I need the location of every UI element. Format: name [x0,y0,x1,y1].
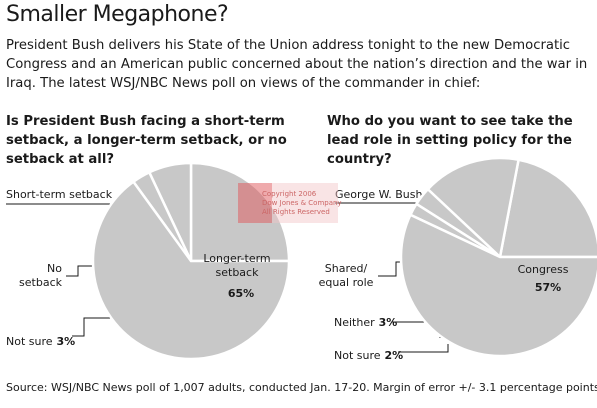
left-chart-question: Is President Bush facing a short-term se… [6,114,287,167]
source-note: Source: WSJ/NBC News poll of 1,007 adult… [6,381,597,394]
category-label-congress: Congress [518,263,569,276]
category-label-no-setback: No [47,262,62,275]
category-label-shared-equal-role: equal role [319,276,374,289]
category-label-george-w-bush: George W. Bush [335,188,422,201]
pie-slice-longer-term-setback [91,179,291,361]
leader-line-not-sure [72,317,112,337]
value-label-longer-term-setback: 65% [228,287,254,300]
value-label-not-sure: 3% [57,335,76,348]
watermark-box [238,183,272,223]
watermark-line-2: Dow Jones & Company [262,199,342,207]
right-chart-question: Who do you want to see take the lead rol… [327,114,573,167]
leader-line-no-setback [66,265,100,277]
page-title: Smaller Megaphone? [6,2,229,27]
pie-slice-george-w-bush [498,158,597,259]
pie-slice-shared-equal-role [426,156,521,260]
category-label-not-sure: Not sure [334,349,381,362]
leader-line-not-sure [398,344,449,353]
pie-chart-lead-role: 22%George W. Bush16%Shared/equal role3%N… [319,156,597,362]
category-label-longer-term-setback: setback [216,266,260,279]
category-label-short-term-setback: Short-term setback [6,188,113,201]
category-label-neither: Neither [334,316,375,329]
category-label-not-sure: Not sure [6,335,53,348]
value-label-neither: 3% [379,316,398,329]
watermark-line-3: All Rights Reserved [262,208,330,216]
value-label-congress: 57% [535,281,561,294]
copyright-watermark: Copyright 2006 Dow Jones & Company All R… [238,183,342,223]
value-label-not-sure: 2% [385,349,404,362]
watermark-fade [272,183,338,223]
pie-slice-congress [399,213,597,358]
intro-text: President Bush delivers his State of the… [6,38,588,91]
category-label-shared-equal-role: Shared/ [325,262,368,275]
watermark-line-1: Copyright 2006 [262,190,317,198]
category-label-no-setback: setback [19,276,63,289]
category-label-longer-term-setback: Longer-term [203,252,270,265]
